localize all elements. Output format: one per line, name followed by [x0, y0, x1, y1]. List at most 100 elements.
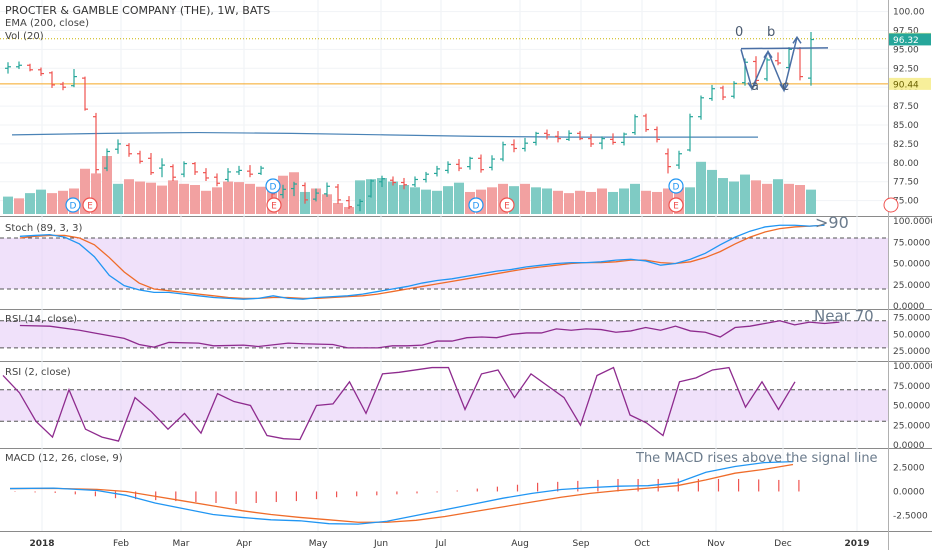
macd-tick-label: 0.0000: [893, 487, 925, 497]
ohlc-bar: [434, 165, 440, 177]
ohlc-bar: [445, 161, 451, 174]
rsi2-tick-label: 25.0000: [893, 421, 930, 431]
chart-title: PROCTER & GAMBLE COMPANY (THE), 1W, BATS: [5, 4, 271, 17]
volume-bar: [47, 193, 57, 214]
rsi2-tick-label: 100.0000: [893, 362, 932, 372]
rsi14-tick-label: 75.0000: [893, 313, 930, 323]
macd-signal-line: [9, 463, 794, 523]
volume-bar: [146, 182, 156, 214]
ohlc-bar: [302, 182, 308, 204]
volume-bar: [322, 194, 332, 214]
stoch-k-line: [19, 224, 825, 300]
ohlc-bar: [808, 31, 814, 86]
ohlc-bar: [192, 162, 198, 175]
volume-bar: [542, 188, 552, 214]
earnings-marker-label: E: [673, 202, 679, 212]
macd-line: [9, 461, 794, 525]
wave-label-c: c: [782, 79, 790, 94]
volume-bar: [773, 179, 783, 214]
ohlc-bar: [324, 182, 330, 197]
x-axis-label: Mar: [173, 539, 190, 549]
volume-bar: [762, 183, 772, 214]
volume-bar: [410, 187, 420, 214]
volume-bar: [718, 178, 728, 214]
ohlc-bar: [412, 176, 418, 188]
volume-bar: [795, 185, 805, 214]
stoch-tick-label: 0.0000: [893, 302, 925, 312]
ohlc-bar: [632, 114, 638, 135]
volume-bar: [113, 183, 123, 214]
ohlc-bar: [577, 131, 583, 141]
price-tick-label: 75.00: [893, 197, 919, 207]
ohlc-bar: [214, 173, 220, 187]
volume-bar: [234, 182, 244, 214]
pattern-arrow: [779, 83, 789, 92]
volume-bar: [179, 183, 189, 214]
rsi14-tick-label: 50.0000: [893, 330, 930, 340]
ohlc-bar: [709, 84, 715, 101]
ohlc-bar: [775, 52, 781, 66]
ohlc-bar: [610, 133, 616, 145]
volume-bar: [531, 187, 541, 214]
ohlc-bar: [258, 165, 264, 175]
ohlc-bar: [797, 47, 803, 81]
ohlc-bar: [159, 158, 165, 178]
ohlc-bar: [93, 112, 99, 174]
volume-bar: [509, 186, 519, 214]
ohlc-bar: [401, 177, 407, 190]
x-axis-label: Jun: [373, 539, 388, 549]
volume-bar: [696, 161, 706, 214]
upcoming-event-marker: [883, 197, 899, 213]
volume-bar: [212, 187, 222, 214]
volume-bar: [91, 173, 101, 214]
ohlc-bar: [665, 148, 671, 174]
ohlc-bar: [82, 76, 88, 111]
x-axis-label: Aug: [511, 539, 529, 549]
ohlc-bar: [357, 199, 363, 212]
volume-bar: [443, 186, 453, 214]
price-badge: [889, 77, 931, 90]
pattern-arrow: [763, 50, 773, 59]
macd-tick-label: -2.5000: [893, 512, 928, 522]
volume-bar: [685, 187, 695, 214]
ohlc-bar: [126, 143, 132, 157]
ohlc-bar: [5, 62, 11, 74]
volume-bar: [608, 191, 618, 214]
volume-bar: [586, 191, 596, 214]
ohlc-bar: [346, 196, 352, 209]
dividend-marker-label: D: [70, 202, 77, 212]
ohlc-bar: [676, 150, 682, 169]
ohlc-bar: [60, 81, 66, 91]
stoch-band: [0, 238, 888, 289]
ohlc-bar: [621, 132, 627, 146]
ohlc-bar: [423, 171, 429, 183]
x-axis-label: Feb: [113, 539, 129, 549]
volume-bar: [652, 191, 662, 214]
wave-label-a: a: [751, 79, 759, 94]
volume-bar: [421, 189, 431, 214]
pattern-arrow: [747, 82, 757, 91]
ohlc-bar: [511, 139, 517, 153]
ohlc-bar: [390, 176, 396, 186]
stoch-tick-label: 25.0000: [893, 281, 930, 291]
volume-bar: [124, 179, 134, 214]
volume-bar: [806, 189, 816, 214]
ohlc-bar: [104, 148, 110, 172]
ohlc-bar: [71, 69, 77, 88]
price-tick-label: 77.50: [893, 178, 919, 188]
ohlc-bar: [654, 126, 660, 143]
ohlc-bar: [456, 159, 462, 172]
pattern-arrow: [792, 35, 802, 44]
volume-bar: [190, 185, 200, 214]
wave-label-b: b: [767, 25, 776, 40]
volume-bar: [355, 180, 365, 214]
dividend-marker-label: D: [270, 183, 277, 193]
rsi14-label: RSI (14, close): [5, 314, 78, 325]
ohlc-bar: [170, 164, 176, 181]
price-tick-label: 97.50: [893, 26, 919, 36]
pattern-trendline: [740, 47, 829, 50]
rsi2-label: RSI (2, close): [5, 367, 71, 378]
ohlc-bar: [379, 175, 385, 188]
ema-line: [11, 131, 758, 138]
